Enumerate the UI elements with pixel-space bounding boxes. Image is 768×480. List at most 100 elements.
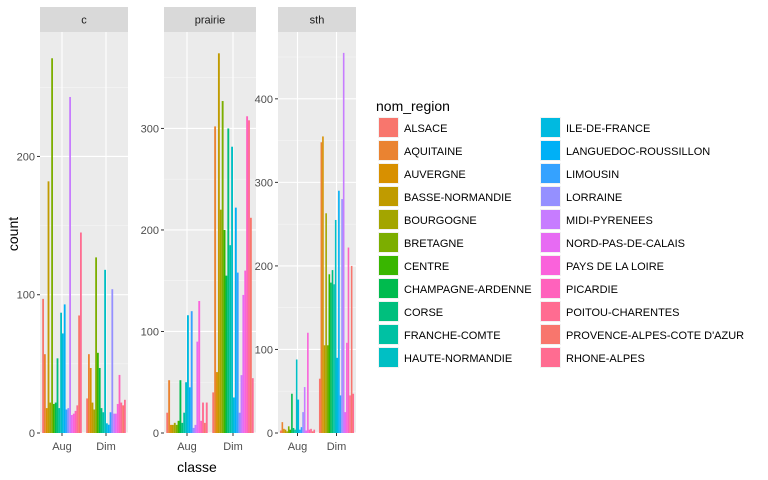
- legend-item: AUVERGNE: [378, 163, 466, 184]
- bar-c-Aug-1: [44, 354, 46, 433]
- y-tick-label: 200: [17, 151, 35, 163]
- bar-sth-Aug-9: [294, 429, 296, 433]
- legend-label: LANGUEDOC-ROUSSILLON: [566, 146, 710, 158]
- bar-prairie-Dim-6: [223, 229, 226, 433]
- facet-strip: [278, 7, 356, 32]
- bar-c-Dim-10: [104, 269, 106, 433]
- bar-c-Dim-9: [102, 412, 105, 433]
- bar-c-Aug-3: [47, 181, 50, 433]
- facet-strip: [164, 7, 256, 32]
- bar-c-Dim-6: [97, 352, 99, 433]
- bar-c-Aug-20: [78, 315, 80, 433]
- x-tick-label: Aug: [52, 441, 72, 453]
- bar-c-Dim-7: [98, 368, 101, 433]
- bar-sth-Aug-6: [289, 429, 292, 433]
- legend-swatch: [541, 118, 560, 137]
- legend-item: PAYS DE LA LOIRE: [540, 255, 664, 276]
- bar-prairie-Aug-12: [188, 387, 191, 433]
- bar-c-Aug-14: [67, 408, 70, 433]
- legend-label: BRETAGNE: [404, 238, 464, 250]
- bar-c-Aug-21: [80, 232, 82, 433]
- bar-sth-Dim-19: [349, 395, 351, 433]
- x-tick-label: Dim: [223, 441, 243, 453]
- panel-prairie: prairie 0 100 200 300 Aug Dim: [141, 7, 256, 453]
- bar-sth-Dim-16: [344, 412, 347, 433]
- x-axis-title: classe: [177, 459, 217, 475]
- bar-prairie-Aug-14: [192, 427, 195, 433]
- legend-title: nom_region: [376, 98, 450, 114]
- legend-label: CHAMPAGNE-ARDENNE: [404, 284, 532, 296]
- legend-swatch: [379, 233, 398, 252]
- bar-prairie-Dim-10: [231, 146, 233, 433]
- bar-sth-Dim-1: [320, 142, 323, 433]
- legend-item: BOURGOGNE: [378, 209, 477, 230]
- bar-c-Aug-10: [60, 312, 62, 433]
- bar-sth-Dim-6: [328, 274, 331, 433]
- legend-label: AQUITAINE: [404, 146, 462, 158]
- y-tick-label: 400: [255, 94, 273, 106]
- bar-prairie-Aug-15: [194, 424, 197, 433]
- x-tick-label: Aug: [177, 441, 197, 453]
- legend-item: RHONE-ALPES: [540, 347, 645, 368]
- bar-sth-Aug-20: [311, 431, 314, 433]
- y-tick-label: 200: [255, 261, 273, 273]
- bar-prairie-Aug-1: [168, 380, 171, 433]
- bar-c-Dim-15: [113, 413, 115, 433]
- bar-c-Dim-21: [124, 399, 126, 433]
- bar-sth-Aug-0: [279, 430, 282, 433]
- x-tick-label: Aug: [288, 441, 308, 453]
- x-tick-label: Dim: [327, 441, 347, 453]
- bar-c-Aug-6: [53, 403, 55, 433]
- legend-swatch: [541, 187, 560, 206]
- bar-sth-Dim-10: [334, 219, 337, 433]
- legend-item: PROVENCE-ALPES-COTE D'AZUR: [540, 324, 744, 345]
- bar-prairie-Aug-8: [181, 422, 184, 433]
- legend-label: MIDI-PYRENEES: [566, 215, 653, 227]
- bar-prairie-Dim-16: [242, 294, 245, 433]
- bar-sth-Dim-15: [342, 52, 345, 434]
- bar-c-Aug-17: [72, 413, 75, 433]
- bar-prairie-Aug-11: [187, 315, 189, 433]
- legend-swatch: [541, 325, 560, 344]
- bar-sth-Aug-5: [287, 426, 290, 433]
- bar-c-Aug-5: [51, 58, 53, 434]
- bar-prairie-Dim-11: [233, 397, 235, 433]
- bar-prairie-Aug-2: [170, 424, 172, 433]
- y-tick-label: 0: [29, 428, 35, 440]
- bar-prairie-Dim-14: [238, 412, 241, 433]
- bar-sth-Aug-10: [295, 359, 298, 433]
- y-tick-label: 300: [255, 177, 273, 189]
- bar-sth-Aug-1: [281, 422, 284, 433]
- legend-item: MIDI-PYRENEES: [540, 209, 653, 230]
- legend-label: ALSACE: [404, 123, 447, 135]
- bar-sth-Aug-3: [284, 429, 287, 433]
- bar-c-Dim-3: [91, 402, 94, 433]
- bar-prairie-Dim-0: [212, 392, 215, 433]
- bar-c-Dim-5: [95, 257, 97, 433]
- bar-c-Aug-0: [42, 298, 44, 433]
- bar-prairie-Dim-17: [244, 270, 247, 433]
- legend-swatch: [379, 210, 398, 229]
- bar-prairie-Aug-20: [203, 422, 206, 433]
- bar-prairie-Dim-15: [240, 375, 243, 433]
- y-tick-label: 100: [255, 344, 273, 356]
- legend-label: PICARDIE: [566, 284, 618, 296]
- facet-strip-label: sth: [310, 15, 325, 27]
- legend-label: NORD-PAS-DE-CALAIS: [566, 238, 685, 250]
- bar-c-Dim-2: [89, 368, 92, 433]
- bar-c-Aug-13: [65, 409, 68, 433]
- panel-background: [40, 32, 128, 433]
- bar-prairie-Dim-13: [236, 272, 239, 433]
- legend-label: PAYS DE LA LOIRE: [566, 261, 664, 273]
- bar-sth-Dim-0: [318, 378, 321, 433]
- bar-sth-Dim-21: [352, 393, 355, 433]
- bar-c-Dim-13: [109, 412, 112, 433]
- panel-c: c 0 100 200 Aug Dim: [17, 7, 128, 453]
- bar-c-Dim-16: [115, 413, 117, 433]
- bar-prairie-Dim-8: [227, 128, 230, 433]
- bar-sth-Dim-2: [322, 136, 324, 434]
- bar-sth-Aug-15: [303, 387, 306, 433]
- bar-prairie-Dim-9: [229, 245, 232, 433]
- bar-sth-Aug-16: [305, 430, 308, 433]
